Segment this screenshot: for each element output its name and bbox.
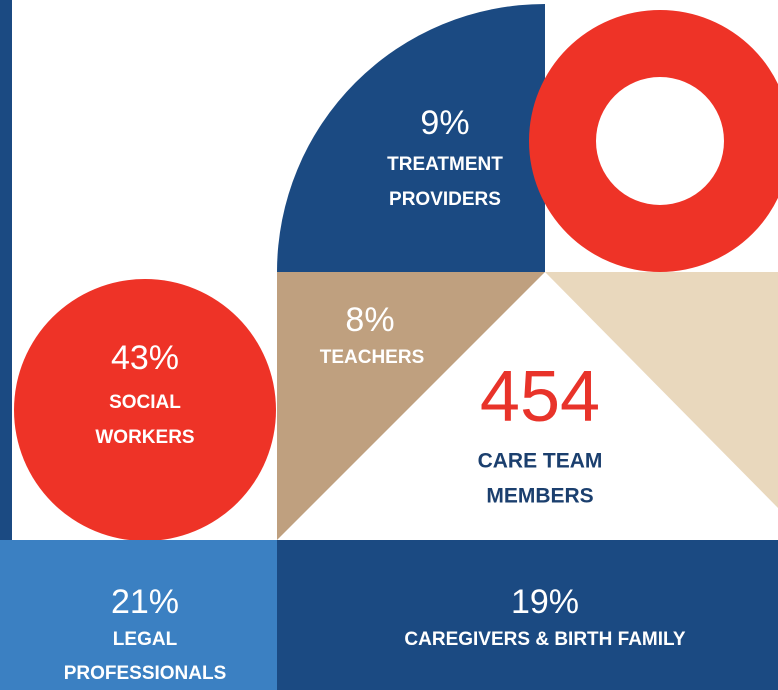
beige-triangle	[545, 272, 778, 508]
total-label: CARE TEAM	[478, 450, 603, 473]
label: PROFESSIONALS	[64, 663, 227, 684]
label: CAREGIVERS & BIRTH FAMILY	[404, 629, 685, 650]
quarter-circle	[277, 4, 545, 272]
label: WORKERS	[95, 427, 194, 448]
percent: 43%	[111, 339, 179, 377]
total-label: MEMBERS	[486, 485, 593, 508]
percent: 19%	[511, 583, 579, 621]
percent: 21%	[111, 583, 179, 621]
light-blue-block	[0, 540, 277, 690]
red-ring	[529, 10, 778, 272]
label: LEGAL	[113, 629, 178, 650]
label: SOCIAL	[109, 392, 181, 413]
label: TREATMENT	[387, 154, 503, 175]
tan-triangle	[277, 272, 545, 540]
total-value: 454	[480, 357, 600, 437]
left-strip	[0, 0, 12, 540]
red-circle	[14, 279, 276, 541]
label: PROVIDERS	[389, 189, 501, 210]
percent: 8%	[345, 301, 394, 339]
dark-blue-block	[277, 540, 778, 690]
percent: 9%	[420, 104, 469, 142]
label: TEACHERS	[320, 347, 425, 368]
